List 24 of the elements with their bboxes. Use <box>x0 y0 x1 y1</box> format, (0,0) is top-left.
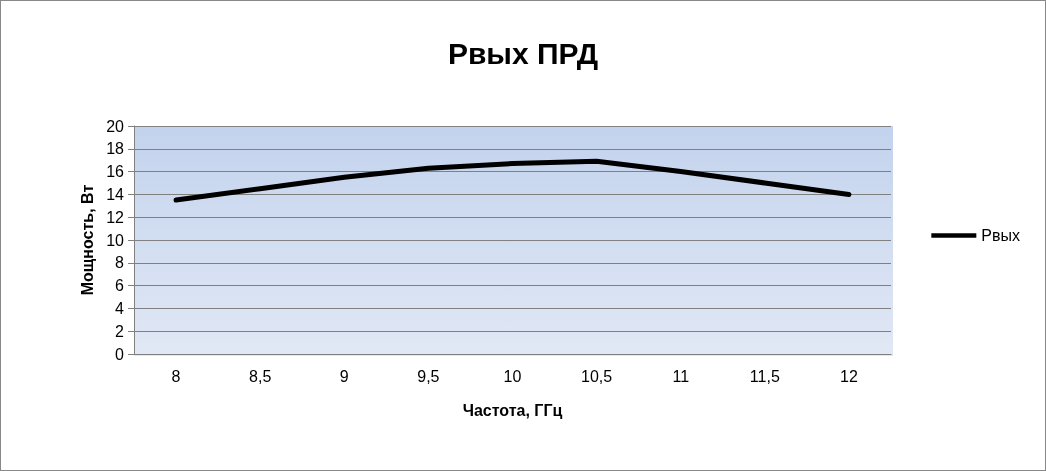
x-tick-label: 11 <box>672 367 690 385</box>
y-tick-label: 10 <box>106 231 125 249</box>
y-tick-label: 6 <box>115 277 125 295</box>
y-tick-label: 20 <box>106 117 125 135</box>
y-tick-label: 16 <box>106 163 125 181</box>
x-tick-label: 8,5 <box>249 367 272 385</box>
x-tick-label: 9,5 <box>417 367 440 385</box>
y-tick-label: 0 <box>115 345 125 363</box>
x-tick-label: 9 <box>339 367 349 385</box>
y-tick-label: 18 <box>106 140 125 158</box>
y-tick-label: 2 <box>115 322 125 340</box>
x-tick-label: 8 <box>171 367 181 385</box>
x-tick-label: 10 <box>503 367 522 385</box>
y-tick-label: 4 <box>115 299 125 317</box>
x-tick-label: 12 <box>840 367 858 385</box>
x-tick-label: 11,5 <box>749 367 780 385</box>
legend-label: Рвых <box>981 227 1020 244</box>
x-tick-label: 10,5 <box>581 367 613 385</box>
chart-title: Рвых ПРД <box>447 36 599 70</box>
x-axis-title: Частота, ГГц <box>462 401 563 419</box>
y-tick-label: 14 <box>106 185 125 203</box>
y-tick-label: 12 <box>106 208 125 226</box>
y-tick-label: 8 <box>115 254 125 272</box>
y-axis-title: Мощность, Вт <box>78 184 96 296</box>
